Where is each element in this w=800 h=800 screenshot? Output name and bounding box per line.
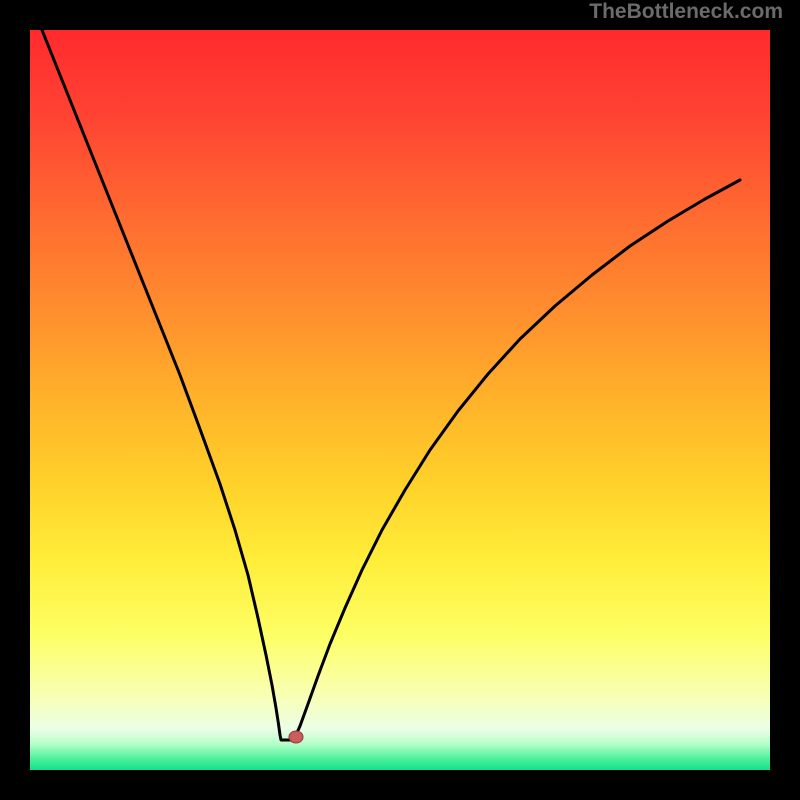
watermark-text: TheBottleneck.com: [589, 0, 783, 24]
plot-area: [30, 30, 770, 770]
plot-svg: [30, 30, 770, 770]
gradient-background: [30, 30, 770, 770]
chart-root: TheBottleneck.com: [0, 0, 800, 800]
minimum-marker: [289, 731, 303, 743]
